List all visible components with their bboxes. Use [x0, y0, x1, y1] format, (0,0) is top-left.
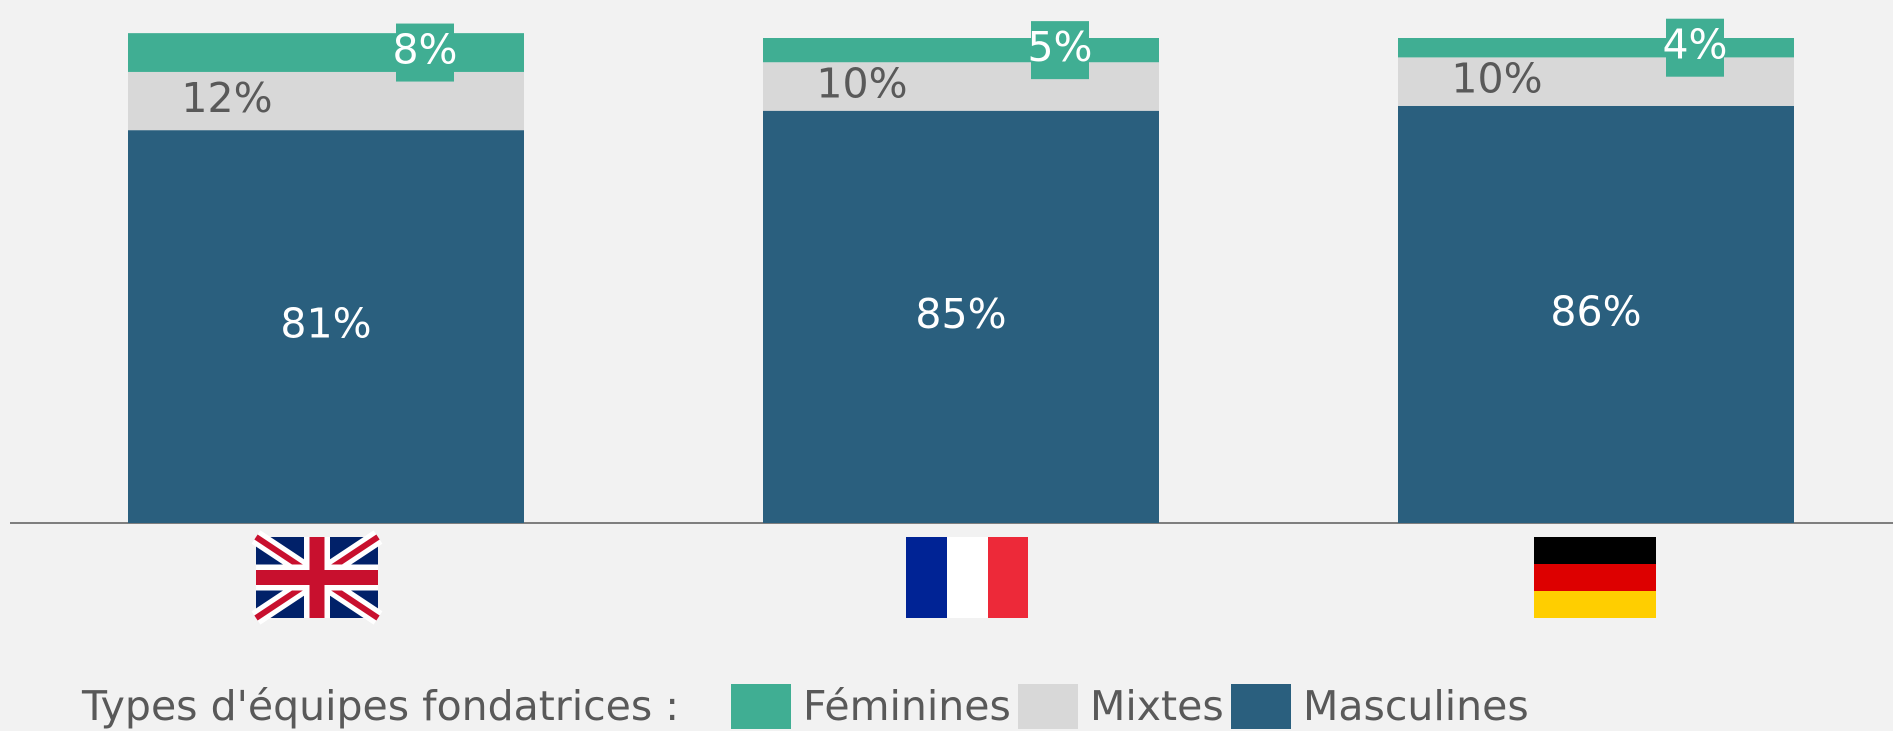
label-box [396, 23, 454, 82]
value-label: 8% [392, 26, 457, 74]
value-label: 10% [816, 60, 907, 108]
bar-segment [128, 71, 524, 131]
value-label: 85% [915, 290, 1006, 338]
bar-segment [763, 38, 1159, 63]
flag-france [906, 537, 1028, 618]
bar-segment [1398, 105, 1794, 524]
legend-label: Féminines [803, 682, 1011, 730]
label-box [1031, 21, 1089, 80]
value-label: 81% [280, 300, 371, 348]
value-label: 5% [1027, 23, 1092, 71]
legend-label: Masculines [1303, 682, 1529, 730]
bar-segment [763, 110, 1159, 523]
value-label: 86% [1550, 287, 1641, 335]
bar-segment [128, 33, 524, 72]
value-label: 12% [181, 74, 272, 122]
legend-title: Types d'équipes fondatrices : [81, 682, 679, 730]
legend-swatch [1018, 684, 1078, 729]
bar-segment [1398, 57, 1794, 106]
flag-germany [1534, 537, 1656, 618]
flag-uk [251, 530, 383, 625]
bar-segment [1398, 38, 1794, 58]
label-box [1666, 18, 1724, 77]
legend-swatch [731, 684, 791, 729]
value-label: 4% [1662, 21, 1727, 69]
bar-segment [763, 62, 1159, 111]
legend-swatch [1231, 684, 1291, 729]
bar-segment [128, 130, 524, 523]
legend-label: Mixtes [1090, 682, 1224, 730]
value-label: 10% [1451, 55, 1542, 103]
